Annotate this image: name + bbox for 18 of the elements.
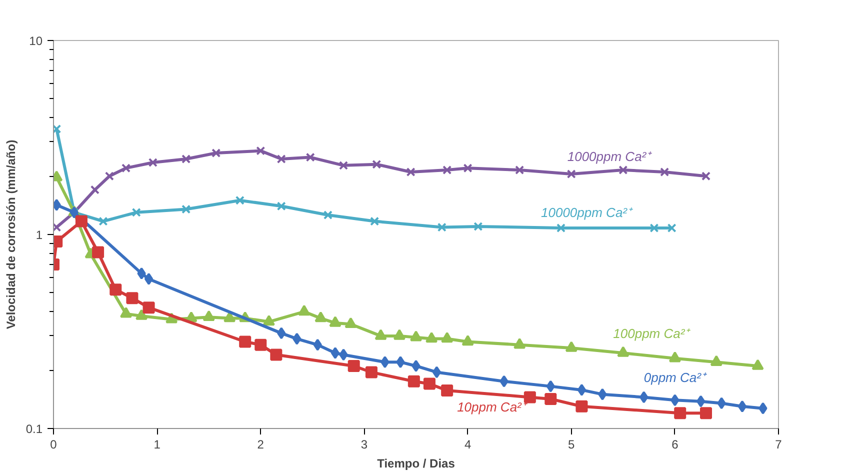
series-label: 100ppm Ca²⁺: [613, 326, 691, 341]
y-tick-label: 10: [29, 34, 43, 48]
x-tick-label: 3: [360, 438, 368, 452]
x-tick-label: 0: [50, 438, 58, 452]
x-tick-label: 6: [672, 438, 679, 452]
x-tick-label: 2: [257, 438, 264, 452]
series-label: 0ppm Ca²⁺: [644, 370, 707, 386]
series-label: 10ppm Ca²⁺: [457, 399, 528, 414]
series-label: 10000ppm Ca²⁺: [541, 205, 633, 220]
x-tick-label: 4: [464, 438, 472, 452]
x-tick-label: 5: [568, 438, 576, 452]
y-axis-title: Velocidad de corrosión (mm/año): [4, 140, 18, 330]
y-tick-label: 0.1: [26, 422, 43, 436]
y-tick-label: 1: [36, 228, 43, 242]
x-tick-label: 7: [775, 438, 782, 452]
x-tick-label: 1: [154, 438, 161, 452]
x-axis-title: Tiempo / Dias: [377, 456, 456, 470]
series-label: 1000ppm Ca²⁺: [567, 149, 652, 164]
